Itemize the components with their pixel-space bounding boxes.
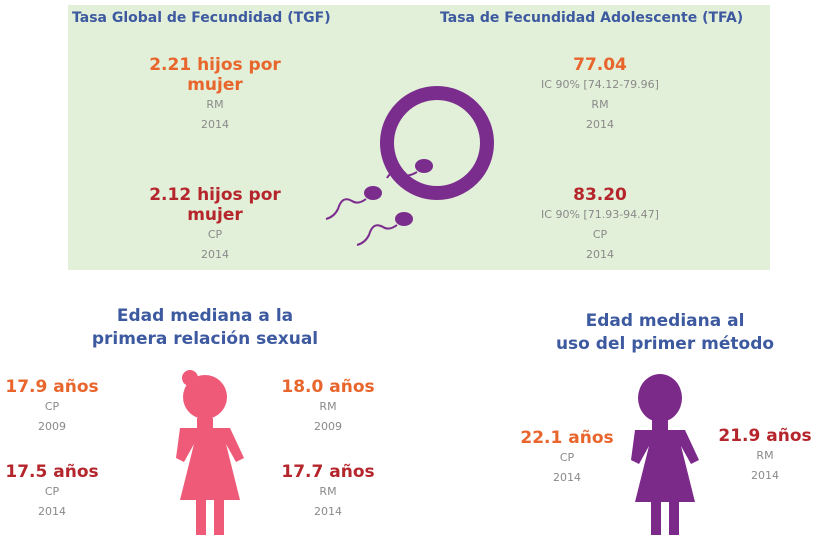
- title-line: Edad mediana al: [556, 310, 774, 333]
- illustrations: [0, 0, 819, 535]
- woman-pink: [176, 370, 244, 535]
- stat: 17.7 años RM 2014: [281, 462, 374, 522]
- group: CP: [5, 482, 98, 502]
- page: {"top": {"left_title": "Tasa Global de F…: [0, 0, 819, 535]
- tgf-rm: 2.21 hijos por mujer RM 2014: [140, 55, 290, 135]
- ci: IC 90% [71.93-94.47]: [541, 205, 659, 225]
- value: 77.04: [541, 55, 659, 75]
- year: 2014: [541, 245, 659, 265]
- stat: 18.0 años RM 2009: [281, 377, 374, 437]
- year: 2014: [140, 115, 290, 135]
- group: RM: [541, 95, 659, 115]
- ci: IC 90% [74.12-79.96]: [541, 75, 659, 95]
- group: RM: [140, 95, 290, 115]
- year: 2014: [718, 466, 811, 486]
- title-line: uso del primer método: [556, 333, 774, 356]
- value: 17.5 años: [5, 462, 98, 482]
- group: CP: [541, 225, 659, 245]
- egg-sperm: [326, 93, 487, 245]
- title-line: primera relación sexual: [92, 328, 318, 351]
- stat: 17.9 años CP 2009: [5, 377, 98, 437]
- stat: 17.5 años CP 2014: [5, 462, 98, 522]
- group: CP: [520, 448, 613, 468]
- section-title: Edad mediana a la primera relación sexua…: [92, 305, 318, 351]
- value: 17.7 años: [281, 462, 374, 482]
- value: 83.20: [541, 185, 659, 205]
- value: 2.21 hijos por mujer: [140, 55, 290, 95]
- year: 2014: [281, 502, 374, 522]
- group: CP: [140, 225, 290, 245]
- woman-purple: [631, 374, 699, 535]
- year: 2014: [5, 502, 98, 522]
- group: CP: [5, 397, 98, 417]
- stat: 22.1 años CP 2014: [520, 428, 613, 488]
- tgf-cp: 2.12 hijos por mujer CP 2014: [140, 185, 290, 265]
- title-line: Edad mediana a la: [92, 305, 318, 328]
- year: 2009: [5, 417, 98, 437]
- tfa-title: Tasa de Fecundidad Adolescente (TFA): [440, 10, 743, 26]
- value: 18.0 años: [281, 377, 374, 397]
- value: 21.9 años: [718, 426, 811, 446]
- value: 17.9 años: [5, 377, 98, 397]
- value: 22.1 años: [520, 428, 613, 448]
- group: RM: [281, 482, 374, 502]
- year: 2014: [541, 115, 659, 135]
- year: 2014: [140, 245, 290, 265]
- group: RM: [718, 446, 811, 466]
- stat: 21.9 años RM 2014: [718, 426, 811, 486]
- year: 2014: [520, 468, 613, 488]
- tfa-cp: 83.20 IC 90% [71.93-94.47] CP 2014: [541, 185, 659, 265]
- tgf-title: Tasa Global de Fecundidad (TGF): [72, 10, 331, 26]
- year: 2009: [281, 417, 374, 437]
- tfa-rm: 77.04 IC 90% [74.12-79.96] RM 2014: [541, 55, 659, 135]
- group: RM: [281, 397, 374, 417]
- section-title: Edad mediana al uso del primer método: [556, 310, 774, 356]
- value: 2.12 hijos por mujer: [140, 185, 290, 225]
